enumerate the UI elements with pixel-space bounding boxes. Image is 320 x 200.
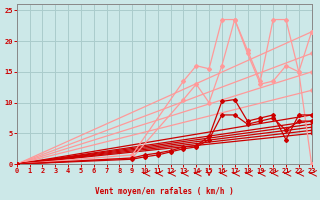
X-axis label: Vent moyen/en rafales ( km/h ): Vent moyen/en rafales ( km/h ) (95, 187, 234, 196)
